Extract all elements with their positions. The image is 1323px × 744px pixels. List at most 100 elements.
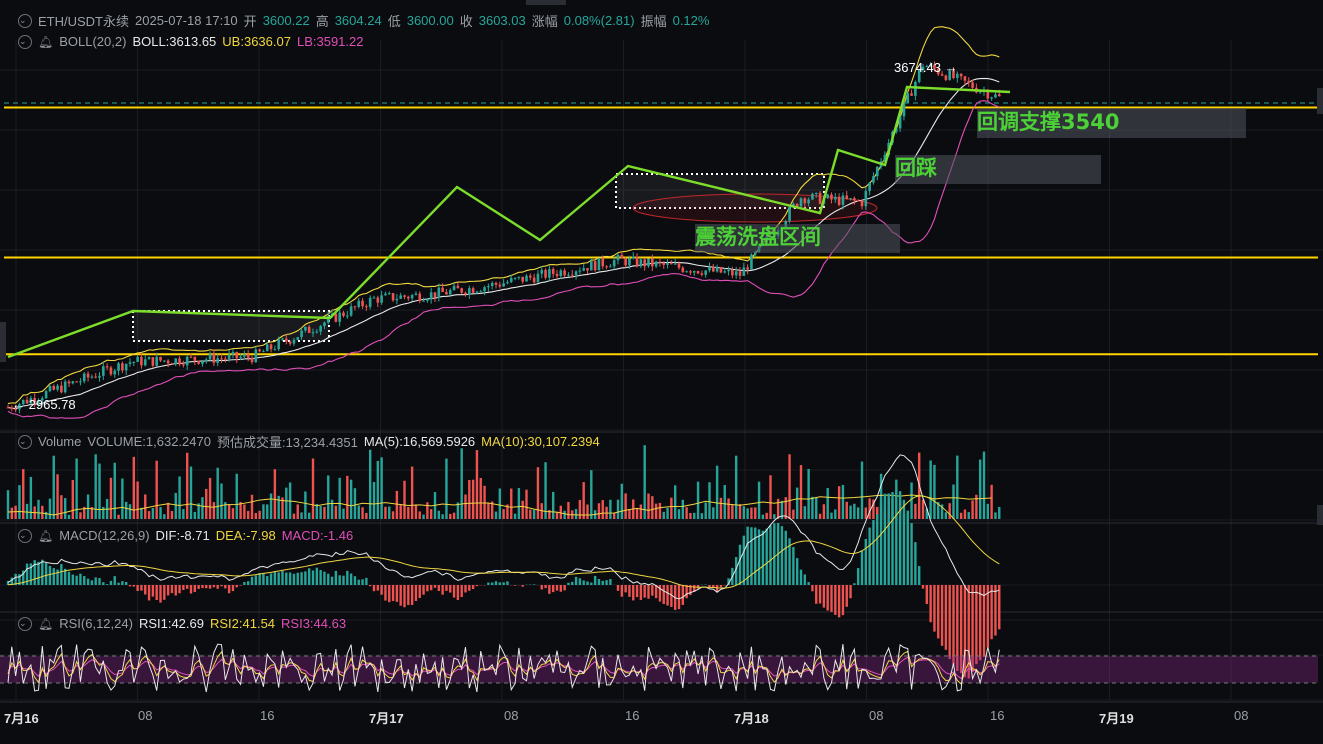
macd-bar <box>460 585 463 598</box>
candle-body <box>25 399 29 404</box>
macd-bar <box>956 585 959 671</box>
candle-body <box>391 293 395 301</box>
volume-bar <box>422 514 425 519</box>
macd-bar <box>159 585 162 603</box>
candle-body <box>853 198 856 201</box>
macd-bar <box>746 526 749 585</box>
candle-body <box>281 338 284 340</box>
macd-bar <box>773 523 776 585</box>
macd-bar <box>845 585 848 607</box>
candle-body <box>170 363 174 365</box>
candle-body <box>121 363 124 371</box>
volume-label-tab[interactable] <box>1317 505 1323 525</box>
macd-bar <box>71 574 75 585</box>
candle-body <box>631 256 635 259</box>
collapse-chevron-icon[interactable]: ⌄ <box>18 616 32 631</box>
low-label: 低 <box>387 14 401 29</box>
volume-bar <box>548 509 551 519</box>
macd-bar <box>898 491 902 585</box>
collapse-chevron-icon[interactable]: ⌄ <box>18 34 32 49</box>
volume-bar <box>353 488 357 519</box>
volume-bar <box>807 468 810 519</box>
collapse-chevron-icon[interactable]: ⌄ <box>18 528 32 543</box>
candle-body <box>307 326 311 333</box>
macd-bar <box>571 581 574 585</box>
candle-body <box>567 274 570 276</box>
volume-bar <box>174 492 177 519</box>
macd-bar <box>849 585 852 599</box>
candle-body <box>864 191 868 207</box>
top-scroll-handle[interactable] <box>526 0 566 5</box>
volume-bar <box>246 510 250 519</box>
boll-upper-line <box>7 26 1000 405</box>
macd-bar <box>48 565 52 585</box>
rsi-name: RSI(6,12,24) <box>59 616 133 631</box>
collapse-chevron-icon[interactable]: ⌄ <box>18 434 32 449</box>
macd-bar <box>715 585 719 593</box>
candle-body <box>807 199 810 204</box>
macd-bar <box>822 585 826 608</box>
candle-body <box>948 70 951 80</box>
volume-bar <box>773 514 776 519</box>
volume-bar <box>266 504 269 519</box>
volume-bar <box>971 500 974 519</box>
price-label-tab[interactable] <box>1317 88 1323 114</box>
candle-body <box>662 262 666 265</box>
candle-body <box>216 358 219 363</box>
macd-bar <box>414 585 418 602</box>
volume-bar <box>22 469 25 519</box>
volume-bar <box>635 508 639 519</box>
volume-bar <box>689 512 692 519</box>
x-tick: 7月19 <box>1099 711 1134 726</box>
volume-bar <box>693 512 696 519</box>
macd-bar <box>216 585 219 589</box>
macd-bar <box>155 585 158 601</box>
macd-bar <box>208 585 212 589</box>
volume-bar <box>220 483 223 519</box>
volume-bar <box>231 508 235 519</box>
macd-bar <box>361 579 364 585</box>
macd-bar <box>307 568 311 585</box>
candle-body <box>624 258 627 266</box>
candle-body <box>243 354 246 357</box>
candle-body <box>90 376 94 378</box>
volume-bar <box>712 507 715 519</box>
candle-body <box>513 277 517 279</box>
candle-body <box>906 93 910 103</box>
volume-bar <box>395 490 399 519</box>
macd-bar <box>937 585 940 639</box>
macd-bar <box>948 585 951 660</box>
boll-lb: LB:3591.22 <box>296 34 364 49</box>
bell-icon[interactable]: 🔔︎ <box>38 616 54 631</box>
candle-body <box>147 357 151 360</box>
bell-icon[interactable]: 🔔︎ <box>38 34 54 49</box>
macd-bar <box>803 574 807 585</box>
macd-bar <box>685 585 688 599</box>
macd-dea: DEA:-7.98 <box>215 528 276 543</box>
volume-ma5: MA(5):16,569.5926 <box>363 434 476 449</box>
macd-bar <box>452 585 456 598</box>
collapse-chevron-icon[interactable]: ⌄ <box>18 13 32 28</box>
bell-icon[interactable]: 🔔︎ <box>38 528 54 543</box>
candle-body <box>224 358 227 360</box>
macd-bar <box>319 569 322 585</box>
candle-body <box>357 300 361 307</box>
macd-bar <box>742 535 746 585</box>
volume-bar <box>517 488 521 519</box>
volume-bar <box>201 497 204 519</box>
candle-body <box>98 375 101 378</box>
macd-bar <box>712 585 715 588</box>
macd-bar <box>14 573 17 585</box>
left-scroll-handle[interactable] <box>0 322 6 362</box>
volume-bar <box>769 475 772 519</box>
volume-bar <box>696 481 700 519</box>
candle-body <box>910 93 913 96</box>
volume-bar <box>334 505 338 519</box>
candle-body <box>559 270 563 277</box>
candle-body <box>384 293 387 296</box>
macd-bar <box>86 578 90 585</box>
candle-body <box>647 258 650 267</box>
macd-bar <box>624 585 627 593</box>
macd-bar <box>982 585 986 657</box>
